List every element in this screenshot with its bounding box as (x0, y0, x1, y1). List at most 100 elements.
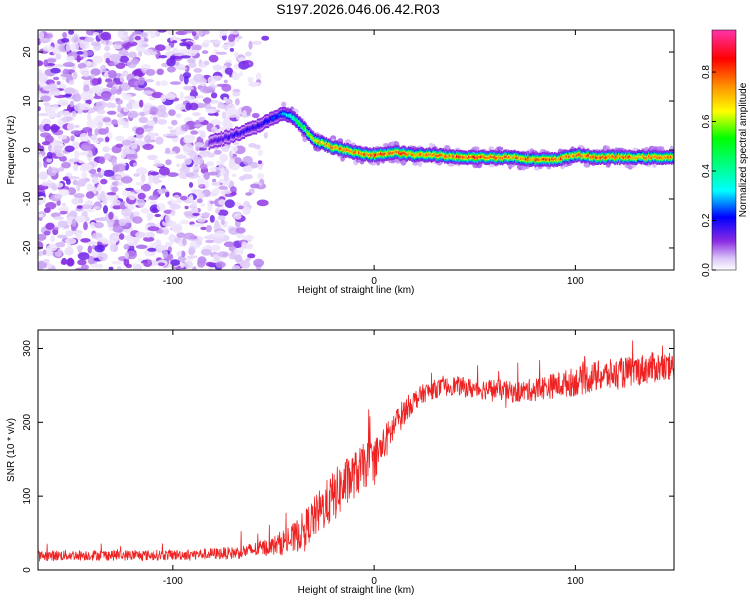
spectrogram-ridge-cell (268, 118, 271, 121)
spectrogram-noise-cell (240, 260, 251, 269)
spectrogram-noise-cell (105, 57, 110, 64)
spectrogram-ridge-cell (579, 153, 581, 156)
spectrogram-noise-cell (53, 227, 59, 231)
spectrogram-noise-cell (46, 58, 57, 63)
spectrogram-noise-cell (253, 258, 264, 268)
spectrogram-noise-cell (115, 164, 126, 172)
spectrogram-noise-cell (110, 86, 117, 95)
spectrogram-ridge-cell (285, 113, 288, 117)
spectrogram-ridge-cell (342, 149, 345, 152)
spectrogram-ridge-cell (398, 151, 400, 154)
spectrogram-ridge-cell (282, 112, 284, 115)
spectrogram-noise-cell (191, 49, 200, 54)
spectrogram-noise-cell (135, 188, 144, 193)
snr-y-tick-label: 200 (22, 414, 33, 431)
spectrogram-ridge-cell (471, 155, 474, 159)
spectrogram-noise-cell (43, 85, 55, 89)
spectrogram-ridge-cell (645, 157, 648, 160)
spectrogram-noise-cell (38, 106, 41, 112)
spectrogram-noise-cell (209, 200, 215, 205)
spectrogram-noise-cell (217, 209, 229, 217)
spectrogram-noise-cell (167, 133, 177, 137)
spectrogram-ridge-cell (456, 155, 458, 158)
spectrogram-noise-cell (129, 34, 134, 44)
spectrogram-noise-cell (133, 173, 140, 177)
spectrogram-noise-cell (70, 135, 75, 142)
spectrogram-noise-cell (140, 32, 148, 38)
spectrogram-noise-cell (106, 110, 117, 115)
spectrogram-noise-cell (220, 167, 225, 177)
spectrogram-ridge-cell (283, 112, 285, 116)
spectrogram-noise-cell (183, 75, 189, 85)
spectrogram-ridge-cell (380, 152, 382, 155)
spectrogram-ridge-cell (576, 154, 579, 157)
spectrogram-ridge-cell (617, 155, 620, 158)
spectrogram-ridge-cell (523, 158, 526, 161)
spectrogram-noise-cell (242, 155, 253, 165)
spectrogram-ridge-cell (539, 158, 541, 161)
spectrogram-ridge-cell (255, 126, 258, 129)
spectrogram-noise-cell (92, 206, 101, 210)
spectrogram-ridge-cell (452, 155, 454, 158)
spectrogram-noise-cell (53, 216, 64, 221)
spectrogram-ridge-cell (299, 122, 301, 125)
spectrogram-noise-cell (224, 67, 233, 75)
snr-x-label: Height of straight line (km) (298, 585, 415, 596)
spectrogram-noise-cell (87, 255, 96, 265)
spectrogram-noise-cell (159, 80, 169, 87)
spectrogram-ridge-cell (253, 126, 255, 129)
spectrogram-ridge-cell (415, 153, 417, 157)
spectrogram-ridge-cell (585, 155, 587, 158)
spectrogram-noise-cell (150, 32, 156, 39)
spectrogram-ridge-cell (301, 125, 304, 128)
spectrogram-noise-cell (155, 136, 164, 145)
spectrogram-noise-cell (203, 60, 210, 66)
spectrogram-noise-cell (38, 31, 45, 40)
spectrogram-noise-cell (61, 202, 66, 207)
snr-x-tick-label: 100 (567, 576, 584, 587)
spectrogram-ridge-cell (568, 155, 570, 158)
spectrogram-noise-cell (175, 113, 182, 119)
spectrogram-noise-cell (79, 103, 91, 111)
spectrogram-noise-cell (229, 30, 240, 35)
spectrogram-noise-cell (235, 227, 246, 234)
spectrogram-noise-cell (231, 173, 237, 178)
spectrogram-noise-cell (153, 133, 159, 137)
spectrogram-ridge-cell (562, 156, 564, 159)
spectrogram-noise-cell (116, 266, 122, 270)
spectrogram-ridge-cell (357, 151, 359, 155)
spectrogram-noise-cell (183, 95, 196, 100)
spectrogram-noise-cell (80, 91, 93, 101)
spectrogram-ridge-cell (316, 140, 318, 143)
spectrogram-noise-cell (141, 44, 149, 47)
spectrogram-ridge-cell (427, 154, 429, 157)
spectrogram-ridge-cell (652, 156, 655, 159)
spectrogram-noise-cell (140, 183, 151, 192)
spectrogram-noise-cell (148, 195, 159, 201)
spectrogram-noise-cell (78, 160, 84, 164)
spectrogram-noise-cell (228, 252, 236, 260)
spectrogram-ridge-cell (541, 157, 544, 161)
spectrogram-noise-cell (43, 258, 50, 264)
spectrogram-noise-cell (111, 260, 123, 265)
spectrogram-noise-cell (147, 259, 152, 265)
spectrogram-ridge-cell (358, 151, 360, 154)
spectrogram-ridge-cell (404, 152, 406, 155)
spectrogram-ridge-cell (657, 156, 660, 159)
spectrogram-ridge-cell (459, 155, 462, 159)
spectrogram-noise-cell (76, 55, 81, 63)
spectrogram-ridge-cell (258, 124, 260, 127)
spectrogram-ridge-cell (395, 151, 398, 154)
spectrogram-ridge-cell (389, 151, 392, 155)
spectrogram-noise-cell (64, 87, 76, 94)
spectrogram-x-tick-label: 100 (567, 276, 584, 287)
spectrogram-noise-cell (87, 245, 93, 254)
spectrogram-noise-cell (257, 172, 265, 180)
spectrogram-ridge-cell (430, 154, 433, 157)
spectrogram-ridge-cell (280, 113, 283, 116)
spectrogram-noise-cell (221, 145, 230, 153)
spectrogram-ridge-cell (632, 156, 634, 160)
spectrogram-ridge-cell (643, 156, 645, 159)
spectrogram-ridge-cell (634, 157, 637, 160)
spectrogram-noise-cell (164, 45, 172, 51)
